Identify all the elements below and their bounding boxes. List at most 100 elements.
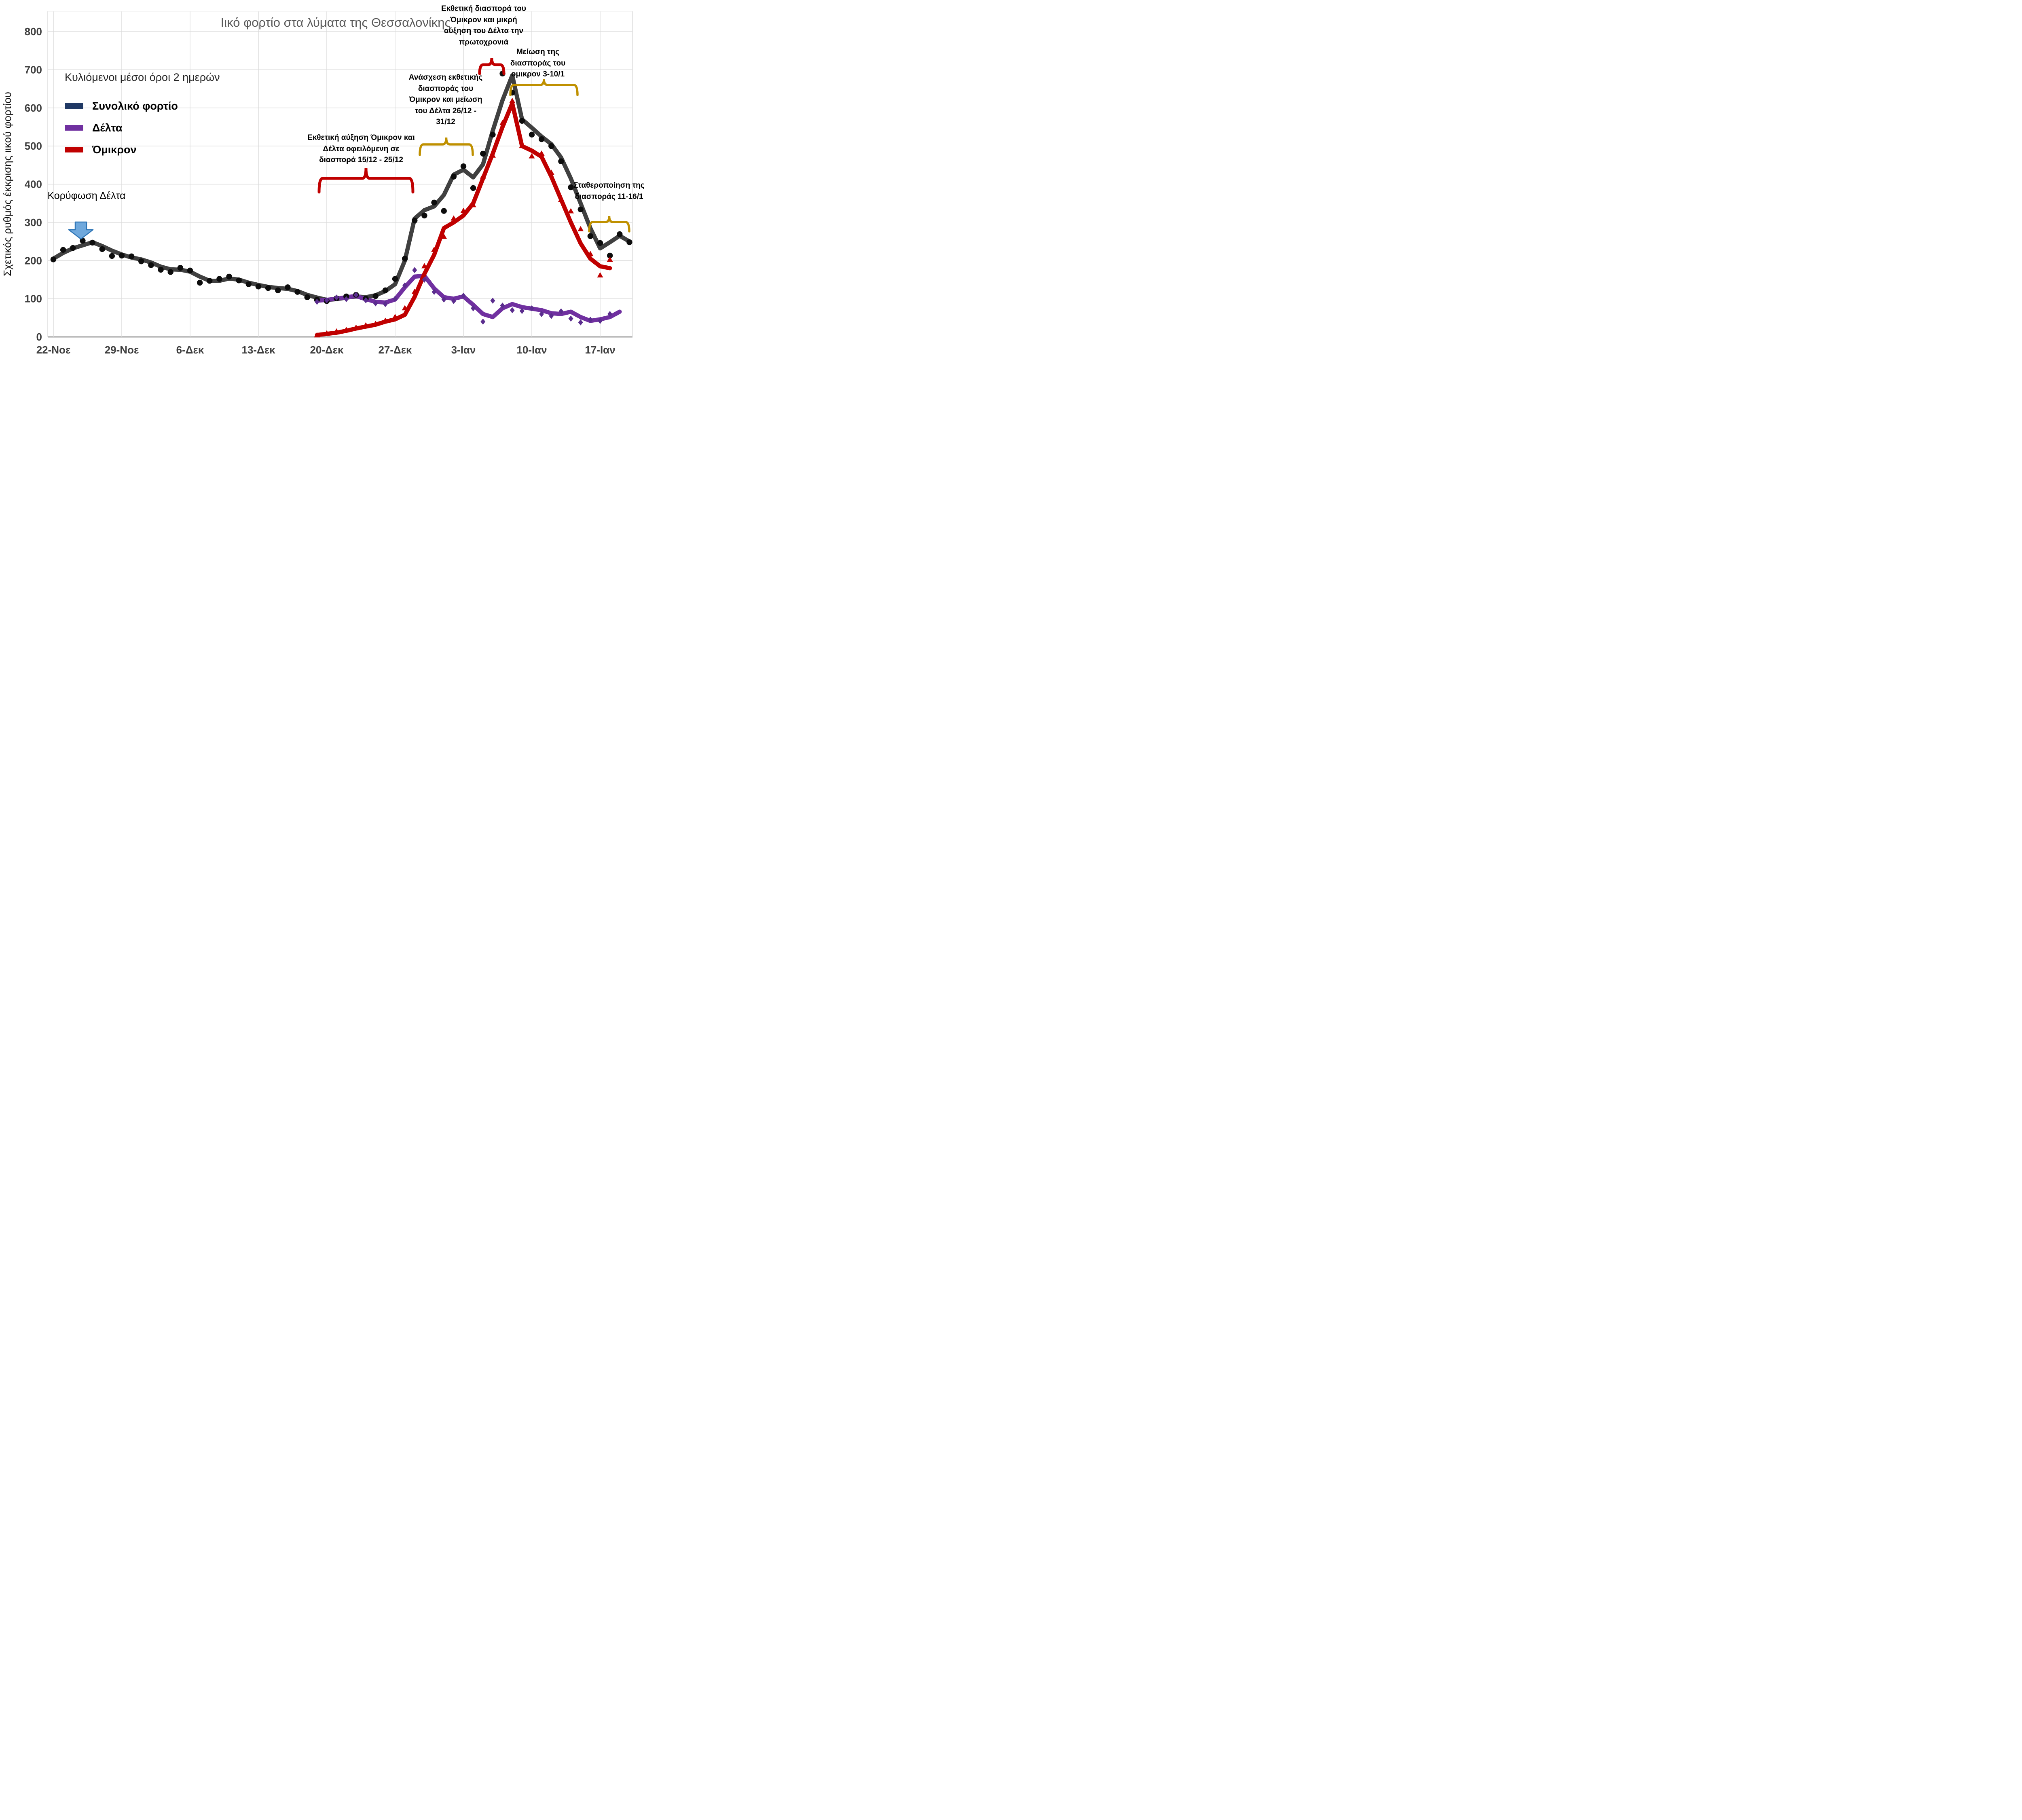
data-point-total [587, 233, 594, 239]
stabilization-brace [588, 216, 630, 233]
data-point-delta [598, 317, 603, 324]
data-point-delta [353, 292, 359, 298]
data-point-omicron [577, 226, 584, 231]
data-point-total [577, 206, 584, 212]
data-point-total [451, 174, 457, 180]
data-point-total [470, 185, 476, 191]
data-point-omicron [382, 317, 389, 323]
data-point-delta [383, 301, 388, 307]
data-point-total [617, 231, 623, 237]
data-point-delta [324, 297, 329, 303]
legend-swatch-total-icon [65, 103, 83, 109]
legend-label-omicron: Όμικρον [92, 143, 137, 156]
legend-swatch-delta-icon [65, 125, 83, 131]
data-point-delta [402, 282, 408, 289]
data-point-omicron [548, 169, 554, 175]
data-point-delta [568, 315, 573, 322]
data-point-omicron [489, 152, 496, 158]
data-point-omicron [509, 97, 516, 103]
data-point-omicron [363, 322, 369, 328]
annotation-delta-peak: Κορύφωση Δέλτα [47, 190, 126, 201]
data-point-total [138, 258, 144, 265]
x-tick-label: 13-Δεκ [241, 344, 275, 356]
data-point-omicron [538, 150, 545, 156]
x-tick-label: 6-Δεκ [176, 344, 204, 356]
data-point-delta [558, 308, 564, 315]
plot-canvas: 0 100 200 300 400 500 600 700 800 22-Νοε 29-Νοε 6-Δ… [25, 11, 633, 356]
data-point-omicron [343, 327, 349, 332]
x-tick-label: 20-Δεκ [310, 344, 344, 356]
annotation-spread-dec: Εκθετική αύξηση Όμικρον και Δέλτα οφειλό… [307, 133, 415, 165]
data-point-total [597, 240, 603, 246]
data-point-omicron [558, 197, 564, 202]
x-tick-label: 27-Δεκ [378, 344, 412, 356]
wastewater-viral-load-chart: 0 100 200 300 400 500 600 700 800 22-Νοε 29-Νοε 6-Δ… [0, 0, 647, 364]
x-tick-label: 10-Ιαν [516, 344, 547, 356]
data-point-delta [607, 311, 613, 317]
data-point-omicron [529, 153, 535, 159]
legend-title: Κυλιόμενοι μέσοι όροι 2 ημερών [65, 71, 220, 83]
data-point-omicron [421, 263, 427, 269]
data-point-total [177, 265, 184, 271]
data-point-total [568, 184, 574, 190]
data-point-total [275, 287, 281, 294]
legend-item-total: Συνολικό φορτίο [65, 95, 220, 117]
y-tick-label: 400 [25, 178, 42, 190]
data-point-delta [500, 303, 505, 309]
data-point-total [421, 212, 427, 219]
x-tick-label: 29-Νοε [105, 344, 139, 356]
data-point-total [285, 284, 291, 290]
data-point-total [607, 252, 613, 259]
data-point-omicron [519, 143, 525, 148]
data-point-omicron [441, 233, 447, 239]
data-point-total [167, 269, 173, 275]
data-point-delta [588, 317, 593, 323]
data-point-total [187, 267, 193, 273]
data-point-delta [480, 318, 486, 325]
data-point-delta [393, 296, 398, 302]
data-point-total [392, 276, 398, 282]
data-point-omicron [314, 332, 320, 338]
data-point-delta [373, 300, 378, 307]
data-point-omicron [480, 173, 486, 179]
data-point-omicron [470, 202, 476, 207]
data-point-total [70, 245, 76, 251]
data-point-total [548, 143, 554, 149]
data-point-total [490, 131, 496, 138]
legend-label-total: Συνολικό φορτίο [92, 99, 178, 112]
data-point-delta [363, 297, 368, 303]
data-point-total [294, 289, 300, 295]
spread-dec-brace [317, 167, 415, 194]
series-line-delta [315, 273, 622, 323]
reduction-brace [509, 78, 579, 96]
x-tick-label: 17-Ιαν [585, 344, 615, 356]
y-tick-label: 200 [25, 254, 42, 267]
x-tick-label: 22-Νοε [36, 344, 71, 356]
data-point-omicron [460, 207, 467, 213]
data-point-total [304, 294, 310, 301]
x-tick-label: 3-Ιαν [451, 344, 476, 356]
legend-swatch-omicron-icon [65, 147, 83, 152]
annotation-stabilization: Σταθεροποίηση της διασποράς 11-16/1 [573, 181, 645, 201]
data-point-total [99, 246, 105, 252]
annotation-reduction: Μείωση της διασποράς του ομικρον 3-10/1 [510, 48, 566, 79]
data-point-total [148, 262, 154, 268]
data-point-total [216, 276, 222, 282]
data-point-omicron [499, 120, 506, 125]
legend-item-omicron: Όμικρον [65, 139, 220, 161]
containment-brace [419, 137, 474, 156]
data-point-total [207, 278, 213, 284]
y-tick-label: 300 [25, 216, 42, 229]
data-point-omicron [353, 324, 359, 330]
data-point-total [558, 158, 564, 165]
data-point-total [245, 281, 252, 287]
data-point-delta [549, 313, 554, 319]
data-point-omicron [597, 272, 603, 278]
data-point-omicron [587, 251, 594, 256]
data-point-delta [431, 289, 437, 295]
y-tick-label: 600 [25, 102, 42, 114]
newyear-brace [478, 57, 506, 75]
data-point-total [529, 131, 535, 138]
data-point-delta [441, 296, 446, 303]
y-tick-label: 800 [25, 25, 42, 38]
